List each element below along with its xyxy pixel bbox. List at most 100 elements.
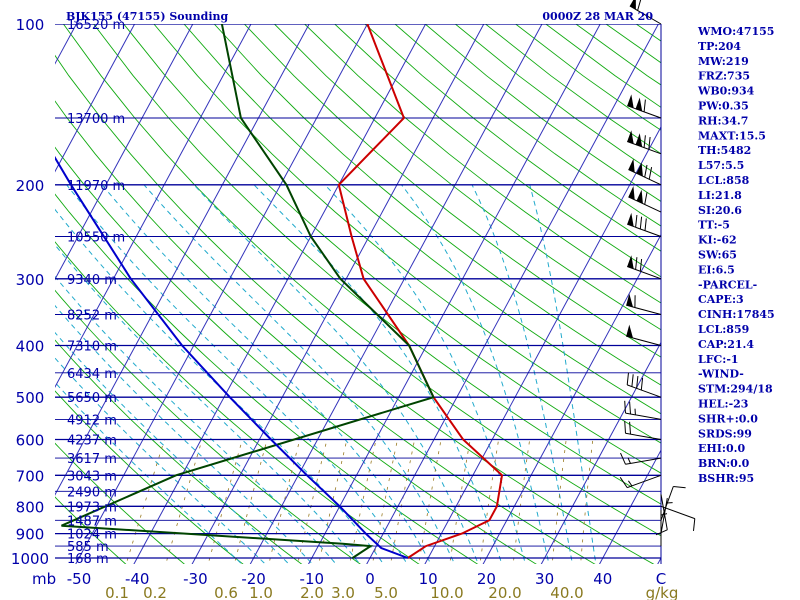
dry-adiabat <box>213 24 661 386</box>
index-entry: RH:34.7 <box>698 114 748 127</box>
wind-barb <box>627 94 662 119</box>
moist-adiabat <box>529 184 597 564</box>
barb-feather <box>644 192 648 205</box>
dry-adiabat <box>55 289 361 564</box>
moist-adiabat <box>324 184 526 564</box>
barb-feather <box>639 258 643 272</box>
index-entry: EI:6.5 <box>698 263 735 276</box>
skewt-profiles <box>55 24 504 559</box>
index-entry: KI:-62 <box>698 234 737 247</box>
barb-staff <box>660 498 668 534</box>
barb-feather <box>624 400 626 414</box>
index-entry: EHI:0.0 <box>698 442 745 455</box>
barb-feather <box>637 0 642 11</box>
mixing-ratio-line <box>390 439 415 564</box>
height-label: 8252 m <box>67 309 117 324</box>
barb-feather <box>693 518 696 531</box>
moist-adiabat <box>253 184 503 564</box>
parcel-profile <box>55 155 409 559</box>
isotherm <box>0 24 18 569</box>
height-label: 3617 m <box>67 452 117 467</box>
index-entry: LCL:858 <box>698 174 750 187</box>
temperature-tick-label: -20 <box>241 570 266 588</box>
height-label: 3043 m <box>67 469 117 484</box>
temperature-tick-label: 10 <box>419 570 438 588</box>
isotherm <box>133 24 427 564</box>
height-label: 7310 m <box>67 340 117 355</box>
moist-adiabat <box>55 331 290 564</box>
mixing-ratio-line <box>512 439 531 564</box>
height-label: 13700 m <box>67 112 125 127</box>
barb-staff <box>626 335 662 346</box>
index-entry: SI:20.6 <box>698 204 742 217</box>
dry-adiabat <box>55 390 244 564</box>
mixing-ratio-line <box>268 439 301 564</box>
barb-feather <box>619 477 628 488</box>
height-label: 4912 m <box>67 413 117 428</box>
temperature-tick-label: C <box>656 570 666 588</box>
barb-flag <box>627 255 634 269</box>
mixing-ratio-label: g/kg <box>646 584 679 600</box>
mixing-ratio-label: 20.0 <box>488 584 521 600</box>
dry-adiabat <box>55 100 596 564</box>
moist-adiabat <box>101 184 432 564</box>
isotherm <box>249 24 543 564</box>
temperature-tick-label: 40 <box>593 570 612 588</box>
isotherm <box>55 24 194 281</box>
skewt-grid <box>0 24 661 569</box>
mixing-ratio-line <box>372 439 398 564</box>
barb-flag <box>627 130 634 144</box>
pressure-label: 1000 <box>11 550 49 568</box>
barb-staff <box>625 432 662 440</box>
mixing-ratio-line <box>165 439 203 564</box>
wind-barb <box>628 186 662 213</box>
barb-feather <box>631 374 634 387</box>
barb-staff <box>660 505 695 520</box>
barb-staff <box>625 457 662 465</box>
isotherm <box>598 449 661 564</box>
index-entry: TH:5482 <box>698 144 751 157</box>
mixing-ratio-label: 2.0 <box>300 584 324 600</box>
mixing-ratio-line <box>318 439 348 564</box>
dry-adiabat <box>243 24 661 358</box>
index-entry: LFC:-1 <box>698 353 739 366</box>
isotherm <box>55 24 136 173</box>
barb-feather <box>640 377 644 391</box>
wind-barb <box>627 130 662 155</box>
height-label: 16520 m <box>67 18 125 33</box>
pressure-label: 300 <box>16 271 45 289</box>
barb-flag <box>636 189 643 204</box>
barb-feather <box>644 164 648 178</box>
height-label: 10550 m <box>67 231 125 246</box>
barb-flag <box>628 158 635 173</box>
index-entry: LI:21.8 <box>698 189 742 202</box>
wind-barb <box>626 372 662 398</box>
moist-adiabat <box>55 357 267 564</box>
mixing-ratio-line <box>297 439 328 564</box>
dry-adiabat <box>364 24 661 252</box>
index-entry: TP:204 <box>698 40 741 53</box>
index-entry: WMO:47155 <box>697 25 774 38</box>
index-entry: SHR+:0.0 <box>698 412 758 425</box>
mixing-ratio-label: 40.0 <box>550 584 583 600</box>
isotherm <box>307 24 601 564</box>
barb-staff <box>627 474 662 489</box>
index-entry: LCL:859 <box>698 323 749 336</box>
moist-adiabat <box>55 244 361 564</box>
barb-flag <box>627 94 634 109</box>
pressure-label: 600 <box>16 432 45 450</box>
barb-half-feather <box>627 457 631 464</box>
barb-flag <box>628 186 635 200</box>
index-entry: PW:0.35 <box>698 100 749 113</box>
isotherm <box>55 24 310 496</box>
temperature-tick-label: -10 <box>300 570 325 588</box>
wind-barb <box>619 474 662 489</box>
wind-barb <box>660 505 696 531</box>
wind-barb <box>627 212 662 237</box>
index-entry: CAPE:3 <box>698 293 744 306</box>
isotherm <box>55 24 77 65</box>
wind-barb <box>627 255 662 280</box>
index-entry: -PARCEL- <box>698 278 757 291</box>
barb-feather <box>629 421 631 435</box>
